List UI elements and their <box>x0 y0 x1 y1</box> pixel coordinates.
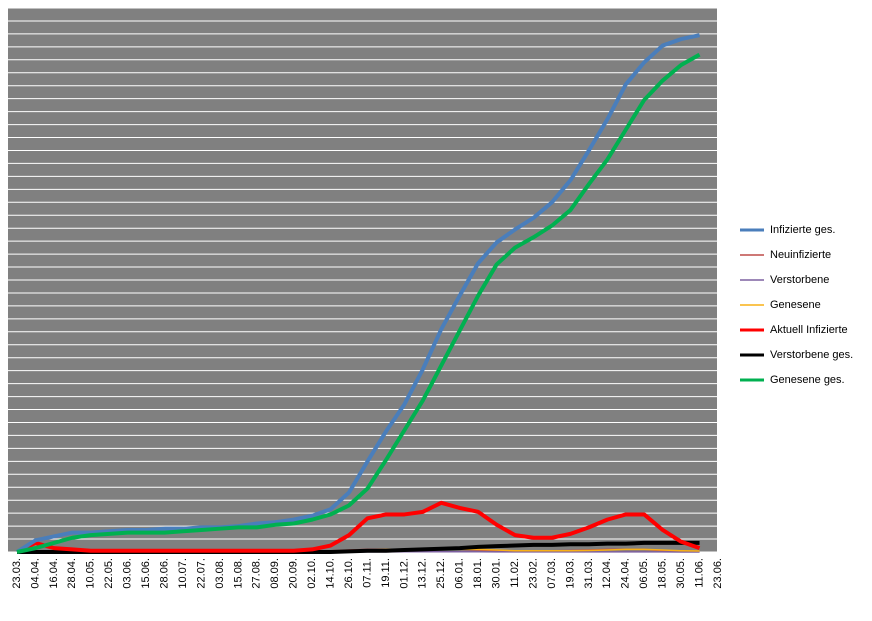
x-tick-label: 11.02. <box>509 558 521 588</box>
x-tick-label: 23.02. <box>527 558 539 589</box>
x-tick-label: 28.04. <box>66 558 78 589</box>
x-tick-label: 06.01. <box>454 558 466 589</box>
x-tick-label: 12.04. <box>601 558 613 589</box>
x-tick-label: 10.05. <box>85 558 97 589</box>
x-tick-label: 13.12. <box>417 558 429 589</box>
x-tick-label: 14.10. <box>325 558 337 589</box>
legend-label: Verstorbene ges. <box>770 349 853 361</box>
x-tick-label: 07.03. <box>546 558 558 589</box>
legend-label: Infizierte ges. <box>770 224 835 236</box>
x-tick-label: 03.08. <box>214 558 226 589</box>
x-tick-label: 30.05. <box>675 558 687 589</box>
x-tick-label: 18.01. <box>472 558 484 589</box>
x-tick-label: 15.08. <box>232 558 244 589</box>
x-tick-label: 03.06. <box>122 558 134 589</box>
x-tick-label: 01.12. <box>398 558 410 589</box>
legend-label: Aktuell Infizierte <box>770 324 848 336</box>
x-tick-label: 10.07. <box>177 558 189 589</box>
x-tick-label: 07.11. <box>361 558 373 588</box>
x-tick-label: 26.10. <box>343 558 355 589</box>
x-tick-label: 23.06. <box>712 558 724 589</box>
x-tick-label: 11.06. <box>693 558 705 588</box>
x-tick-label: 04.04. <box>29 558 41 589</box>
x-tick-label: 02.10. <box>306 558 318 589</box>
x-tick-label: 08.09. <box>269 558 281 589</box>
x-tick-label: 19.03. <box>564 558 576 589</box>
x-tick-label: 31.03. <box>583 558 595 589</box>
legend-label: Genesene <box>770 299 821 311</box>
x-tick-label: 24.04. <box>620 558 632 589</box>
x-tick-label: 16.04. <box>48 558 60 589</box>
x-tick-label: 27.08. <box>251 558 263 589</box>
series-line <box>16 500 701 554</box>
legend-label: Genesene ges. <box>770 374 845 386</box>
x-tick-label: 28.06. <box>158 558 170 589</box>
x-tick-label: 20.09. <box>288 558 300 589</box>
legend-label: Neuinfizierte <box>770 249 831 261</box>
x-tick-label: 23.03. <box>11 558 23 589</box>
x-tick-label: 22.05. <box>103 558 115 589</box>
x-tick-label: 19.11. <box>380 558 392 588</box>
x-tick-label: 15.06. <box>140 558 152 589</box>
legend-label: Verstorbene <box>770 274 829 286</box>
series-line <box>15 33 700 554</box>
series-line <box>16 52 701 554</box>
x-tick-label: 30.01. <box>491 558 503 589</box>
x-tick-label: 06.05. <box>638 558 650 589</box>
x-tick-label: 25.12. <box>435 558 447 589</box>
x-tick-label: 18.05. <box>657 558 669 589</box>
x-tick-label: 22.07. <box>195 558 207 589</box>
